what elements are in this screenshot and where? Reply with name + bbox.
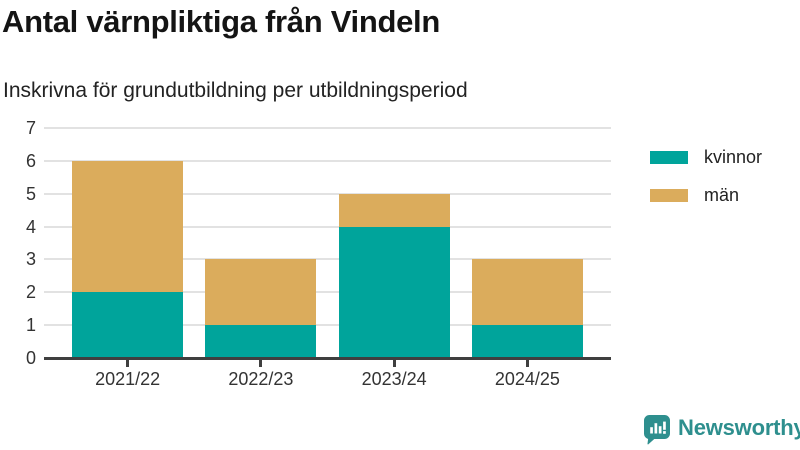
bar-segment-män <box>72 160 184 293</box>
gridline <box>44 159 611 162</box>
y-tick-label: 5 <box>25 183 36 204</box>
x-tick-label: 2021/22 <box>95 369 161 389</box>
y-tick-label: 7 <box>25 118 36 138</box>
y-tick-label: 3 <box>25 249 36 270</box>
gridline <box>44 127 611 130</box>
chart-title: Antal värnpliktiga från Vindeln <box>2 4 440 39</box>
bar-segment-kvinnor <box>72 292 184 358</box>
x-tick-label: 2022/23 <box>228 369 294 389</box>
plot-area <box>44 127 611 358</box>
newsworthy-logo-text: Newsworthy <box>678 415 800 440</box>
legend-item-man: män <box>650 185 762 206</box>
y-tick-label: 1 <box>25 315 36 336</box>
newsworthy-speech-bubble-icon <box>644 414 671 445</box>
legend-swatch-man <box>650 189 688 202</box>
chart-subtitle: Inskrivna för grundutbildning per utbild… <box>3 79 468 102</box>
x-tick-label: 2024/25 <box>494 369 560 389</box>
gridline <box>44 258 611 261</box>
bar-segment-kvinnor <box>338 226 450 358</box>
legend: kvinnor män <box>650 147 762 206</box>
x-tick <box>392 360 396 367</box>
legend-label: män <box>704 185 740 205</box>
legend-label: kvinnor <box>704 147 763 167</box>
x-tick <box>126 360 130 367</box>
bar-segment-män <box>205 259 317 326</box>
y-axis-labels: 0 1 2 3 4 5 6 7 <box>0 118 36 378</box>
bar-segment-kvinnor <box>471 325 583 358</box>
x-axis-line <box>44 357 611 360</box>
x-tick <box>525 360 529 367</box>
bar-segment-kvinnor <box>205 325 317 358</box>
bar-segment-män <box>338 193 450 227</box>
x-tick <box>259 360 263 367</box>
gridline <box>44 192 611 195</box>
gridline <box>44 324 611 327</box>
y-tick-label: 0 <box>25 348 36 368</box>
x-tick-label: 2023/24 <box>361 369 427 389</box>
x-axis-labels: 2021/22 2022/23 2023/24 2024/25 <box>46 360 609 400</box>
legend-item-kvinnor: kvinnor <box>650 147 762 168</box>
newsworthy-logo: Newsworthy <box>644 414 800 445</box>
y-tick-label: 2 <box>25 282 36 303</box>
gridline <box>44 225 611 228</box>
gridline <box>44 291 611 294</box>
y-tick-label: 6 <box>25 150 36 171</box>
bar-segment-män <box>471 259 583 326</box>
legend-swatch-kvinnor <box>650 151 688 164</box>
y-tick-label: 4 <box>25 216 36 237</box>
